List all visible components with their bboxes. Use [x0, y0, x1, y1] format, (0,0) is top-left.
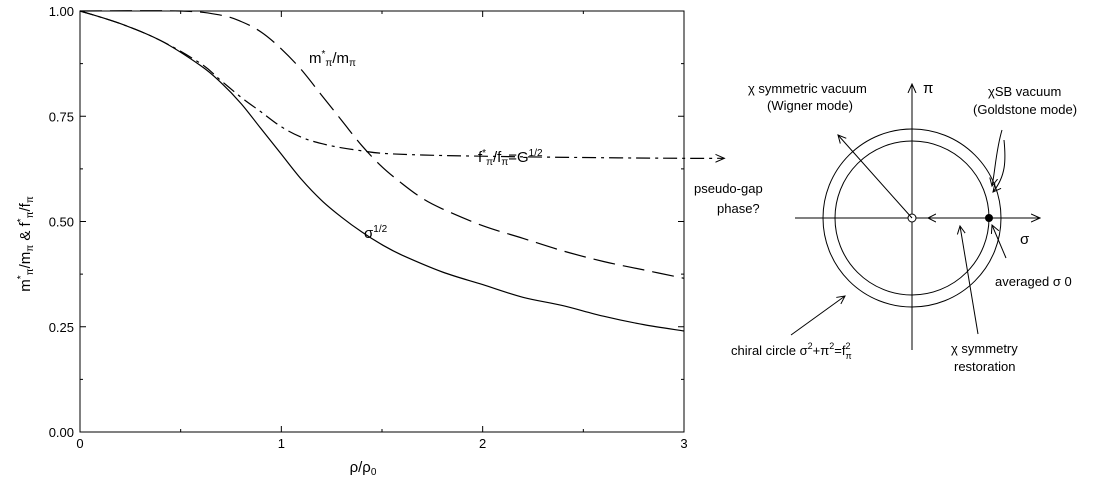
axis-ticks — [79, 10, 685, 433]
chiral-circle-diagram — [790, 84, 1040, 350]
label-chiral-circle: chiral circle σ2+π2=f2 π — [731, 341, 852, 361]
label-sb-vacuum-1: χSB vacuum — [988, 84, 1061, 99]
y-tick-label: 0.50 — [49, 215, 74, 230]
series-line-1 — [79, 10, 724, 158]
series-line-2 — [79, 10, 685, 332]
arrow-origin-to-sym — [838, 135, 913, 219]
x-tick-label: 2 — [479, 436, 486, 451]
annotation-sigma: σ1/2 — [364, 224, 388, 242]
pi-axis-label: π — [923, 80, 933, 97]
y-tick-label: 0.00 — [49, 425, 74, 440]
series-layer — [79, 10, 724, 332]
label-restoration-1: χ symmetry — [951, 341, 1018, 356]
annotation-decay-ratio: f*π/fπ=G1/2 — [478, 148, 543, 168]
x-axis-label: ρ/ρ0 — [350, 459, 377, 478]
series-line-0 — [79, 10, 685, 279]
plot-frame — [79, 10, 685, 433]
label-pseudo-gap-1: pseudo-gap — [694, 181, 763, 196]
x-tick-label: 3 — [680, 436, 687, 451]
x-tick-label: 1 — [278, 436, 285, 451]
vacuum-point — [985, 214, 993, 222]
label-restoration-2: restoration — [954, 359, 1015, 374]
x-tick-label: 0 — [76, 436, 83, 451]
axis-tick-labels: 0 1 2 3 0.00 0.25 0.50 0.75 1.00 — [49, 4, 688, 451]
arrow-averaged — [992, 225, 1007, 259]
y-tick-label: 0.25 — [49, 320, 74, 335]
arrow-chiral-circle — [790, 296, 845, 336]
y-axis-label: m*π/mπ & f*π/fπ — [16, 196, 36, 292]
label-sym-vacuum-1: χ symmetric vacuum — [748, 81, 867, 96]
label-sb-vacuum-2: (Goldstone mode) — [973, 102, 1077, 117]
y-tick-label: 0.75 — [49, 109, 74, 124]
diagram-labels: π σ χ symmetric vacuum (Wigner mode) χSB… — [694, 80, 1077, 374]
line-chart: 0 1 2 3 0.00 0.25 0.50 0.75 1.00 ρ/ρ0 m*π/mπ & f… — [16, 4, 724, 478]
label-sym-vacuum-2: (Wigner mode) — [767, 98, 853, 113]
arrow-restoration — [960, 226, 979, 335]
annotation-mass-ratio: m*π/mπ — [309, 49, 356, 69]
arrow-goldstone-2 — [993, 139, 1006, 192]
arrow-goldstone — [992, 129, 1003, 186]
x-axis-label-sub: 0 — [371, 467, 377, 478]
y-tick-label: 1.00 — [49, 4, 74, 19]
label-averaged: averaged σ 0 — [995, 274, 1072, 289]
sigma-axis-label: σ — [1020, 231, 1030, 248]
label-pseudo-gap-2: phase? — [717, 201, 760, 216]
